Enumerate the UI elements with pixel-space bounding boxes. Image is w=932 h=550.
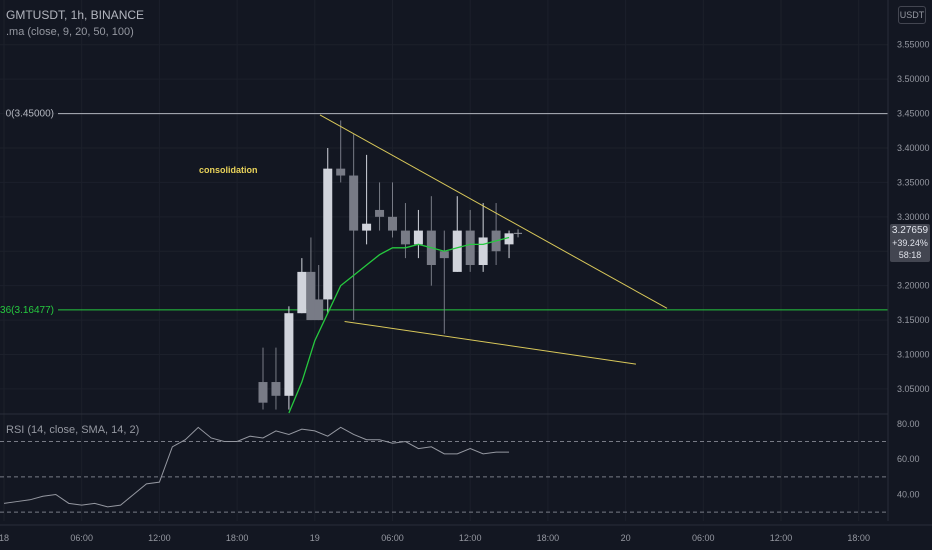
rsi-line [3, 426, 510, 508]
time-tick-label: 18 [0, 533, 9, 543]
candle-body [362, 223, 372, 231]
fib-levels: 0(3.45000) 236(3.16477) [0, 109, 888, 316]
candle-body [258, 382, 268, 403]
candle-body [297, 271, 307, 314]
candle-body [306, 271, 316, 321]
consolidation-annotation[interactable]: consolidation [199, 165, 258, 175]
candle-body [349, 175, 359, 231]
trendline [344, 320, 637, 365]
symbol-title: GMTUSDT, 1h, BINANCE [6, 8, 145, 22]
time-tick-label: 06:00 [692, 533, 715, 543]
ma-line [288, 236, 510, 414]
bar-countdown: 58:18 [898, 250, 922, 260]
time-tick-label: 18:00 [226, 533, 249, 543]
time-tick-label: 18:00 [537, 533, 560, 543]
currency-button[interactable]: USDT [898, 6, 926, 24]
time-tick-label: 06:00 [70, 533, 93, 543]
candle-body [478, 237, 488, 266]
candle-body [400, 230, 410, 245]
candle-body [439, 251, 449, 259]
rsi-tick-label: 40.00 [897, 490, 920, 500]
price-tick-label: 3.30000 [897, 212, 930, 222]
time-tick-label: 18:00 [847, 533, 870, 543]
trendlines [319, 114, 668, 365]
price-change: +39.24% [892, 238, 928, 248]
candle-body [375, 209, 385, 217]
price-tick-label: 3.15000 [897, 315, 930, 325]
candle-body [336, 168, 346, 176]
time-tick-label: 19 [310, 533, 320, 543]
price-tick-label: 3.35000 [897, 177, 930, 187]
time-tick-label: 06:00 [381, 533, 404, 543]
price-tick-label: 3.05000 [897, 384, 930, 394]
fib-level-label: 0(3.45000) [6, 109, 54, 120]
candle-body [452, 230, 462, 272]
candle-body [465, 230, 475, 266]
ma-line-group [288, 236, 510, 414]
time-tick-label: 20 [621, 533, 631, 543]
candle-body [271, 382, 281, 396]
price-tick-label: 3.10000 [897, 349, 930, 359]
candle-body [284, 313, 294, 396]
candle-body [323, 168, 333, 300]
candle-body [388, 216, 397, 231]
last-price-tag: 3.27659 +39.24% 58:18 [890, 224, 930, 262]
last-price: 3.27659 [891, 225, 929, 236]
candles [258, 120, 514, 410]
trendline [319, 114, 668, 309]
price-tick-label: 3.55000 [897, 40, 930, 50]
ma-indicator-title[interactable]: .ma (close, 9, 20, 50, 100) [6, 26, 134, 38]
price-tick-label: 3.40000 [897, 143, 930, 153]
price-tick-label: 3.45000 [897, 109, 930, 119]
candle-body [413, 230, 423, 245]
candle-body [314, 299, 324, 321]
fib-level-label: 236(3.16477) [0, 305, 54, 316]
time-tick-label: 12:00 [459, 533, 482, 543]
rsi-tick-label: 80.00 [897, 419, 920, 429]
time-tick-label: 12:00 [148, 533, 171, 543]
time-tick-label: 12:00 [770, 533, 793, 543]
price-tick-label: 3.50000 [897, 74, 930, 84]
rsi-tick-label: 60.00 [897, 454, 920, 464]
rsi-indicator-title[interactable]: RSI (14, close, SMA, 14, 2) [6, 424, 140, 436]
rsi-pane [0, 413, 888, 513]
candle-body [504, 233, 514, 245]
price-tick-label: 3.20000 [897, 281, 930, 291]
